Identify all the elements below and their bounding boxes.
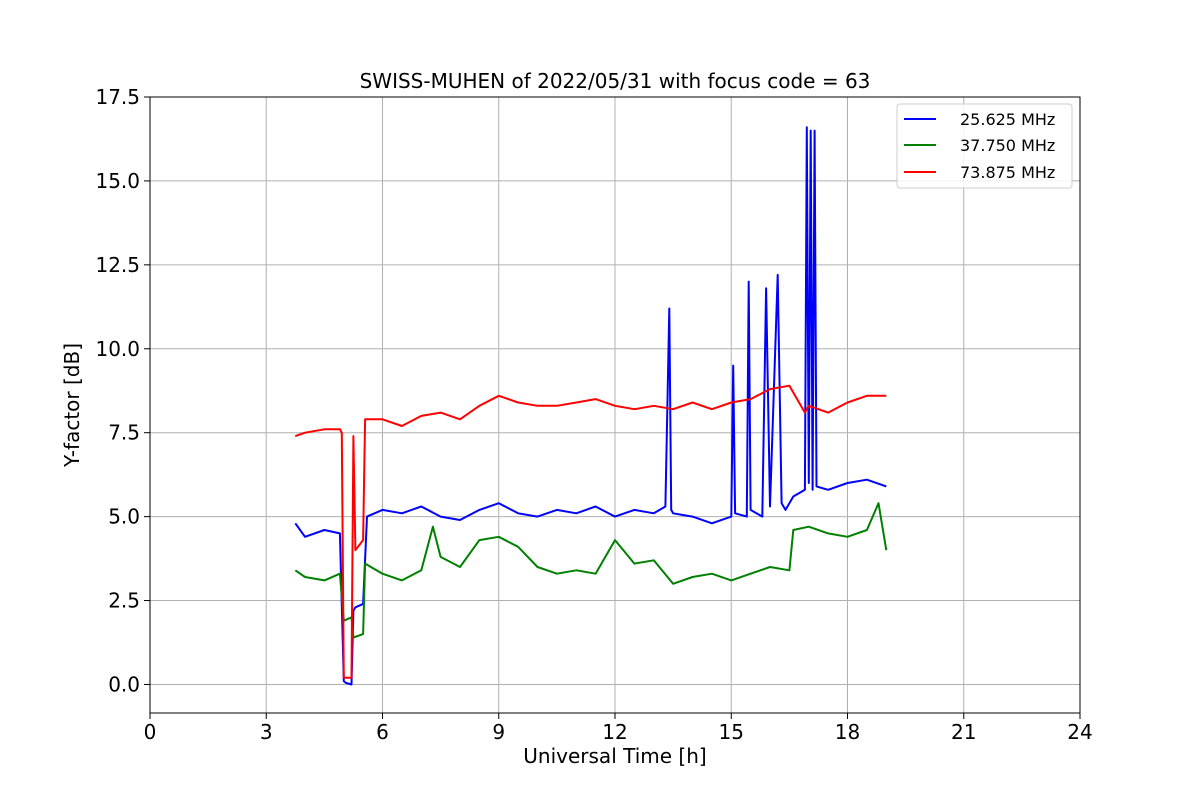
x-axis-ticks: 0 3 6 9 12 15 18 21 24 bbox=[144, 713, 1093, 744]
x-tick-label: 12 bbox=[602, 720, 627, 744]
legend-box bbox=[896, 103, 1073, 189]
x-tick-label: 18 bbox=[835, 720, 860, 744]
x-axis-label: Universal Time [h] bbox=[523, 744, 706, 768]
x-tick-label: 24 bbox=[1067, 720, 1092, 744]
x-tick-label: 9 bbox=[492, 720, 505, 744]
legend: 25.625 MHz 37.750 MHz 73.875 MHz bbox=[896, 103, 1073, 189]
series-line-1 bbox=[294, 502, 888, 639]
y-tick-label: 5.0 bbox=[108, 505, 140, 529]
y-tick-label: 7.5 bbox=[108, 421, 140, 445]
y-tick-label: 17.5 bbox=[95, 85, 140, 109]
x-tick-label: 0 bbox=[144, 720, 157, 744]
legend-label-series-1: 37.750 MHz bbox=[960, 136, 1055, 155]
x-tick-label: 6 bbox=[376, 720, 389, 744]
series-layer bbox=[294, 126, 888, 686]
y-tick-label: 10.0 bbox=[95, 337, 140, 361]
y-tick-label: 0.0 bbox=[108, 672, 140, 696]
y-axis-ticks: 0.0 2.5 5.0 7.5 10.0 12.5 15.0 17.5 bbox=[95, 85, 150, 696]
y-axis-label: Y-factor [dB] bbox=[60, 343, 84, 468]
x-tick-label: 21 bbox=[951, 720, 976, 744]
x-tick-label: 15 bbox=[719, 720, 744, 744]
y-tick-label: 2.5 bbox=[108, 589, 140, 613]
x-tick-label: 3 bbox=[260, 720, 273, 744]
series-line-2 bbox=[294, 384, 887, 679]
y-tick-label: 15.0 bbox=[95, 169, 140, 193]
chart-title: SWISS-MUHEN of 2022/05/31 with focus cod… bbox=[360, 69, 871, 93]
legend-label-series-2: 73.875 MHz bbox=[960, 163, 1055, 182]
legend-label-series-0: 25.625 MHz bbox=[960, 110, 1055, 129]
y-tick-label: 12.5 bbox=[95, 253, 140, 277]
